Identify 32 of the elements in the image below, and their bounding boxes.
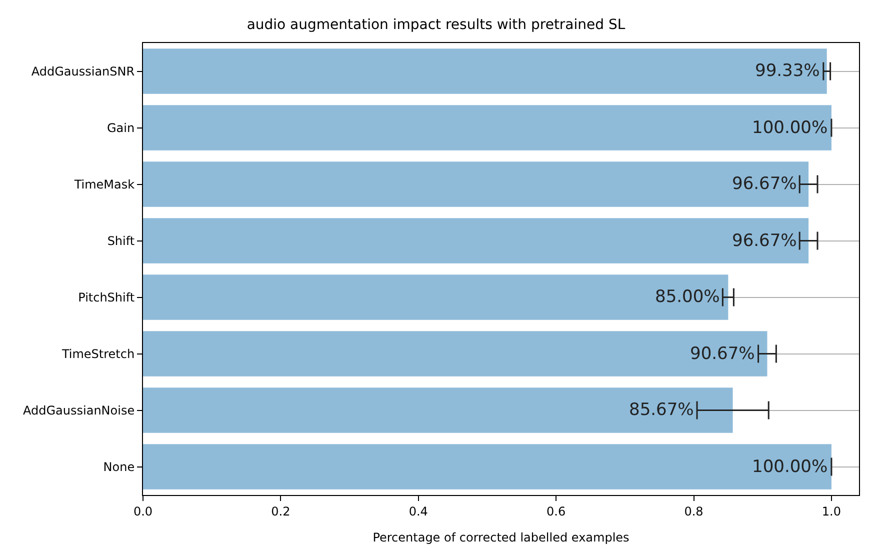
- data-label: 85.67%: [629, 400, 694, 420]
- data-label: 96.67%: [732, 231, 797, 251]
- x-tick-label: 0.6: [546, 504, 566, 518]
- y-tick-label: TimeStretch: [60, 346, 135, 361]
- data-label: 96.67%: [732, 174, 797, 194]
- data-label: 85.00%: [655, 287, 720, 307]
- bar: [143, 48, 827, 94]
- y-tick-label: TimeMask: [73, 177, 135, 192]
- data-label: 99.33%: [755, 61, 820, 81]
- bar: [143, 274, 728, 320]
- x-tick-label: 1.0: [822, 504, 842, 518]
- bar: [143, 444, 832, 490]
- chart-title: audio augmentation impact results with pretrained SL: [246, 17, 626, 34]
- x-tick-label: 0.8: [684, 504, 704, 518]
- y-tick-label: Gain: [107, 120, 135, 135]
- y-tick-label: AddGaussianSNR: [31, 64, 135, 78]
- x-tick-label: 0.2: [271, 504, 290, 518]
- x-tick-label: 0.4: [408, 504, 428, 518]
- y-tick-label: None: [103, 460, 135, 474]
- bar: [143, 218, 809, 264]
- data-label: 100.00%: [752, 118, 828, 138]
- bar: [143, 162, 809, 207]
- data-label: 90.67%: [690, 344, 755, 364]
- x-axis-title: Percentage of corrected labelled examples: [372, 530, 630, 544]
- y-tick-label: PitchShift: [78, 290, 135, 304]
- x-tick-label: 0.0: [133, 504, 153, 518]
- bar: [143, 105, 832, 150]
- y-tick-label: Shift: [107, 234, 135, 248]
- bar: [143, 331, 768, 376]
- data-label: 100.00%: [752, 457, 828, 477]
- bar: [143, 388, 733, 433]
- y-tick-label: AddGaussianNoise: [23, 403, 135, 418]
